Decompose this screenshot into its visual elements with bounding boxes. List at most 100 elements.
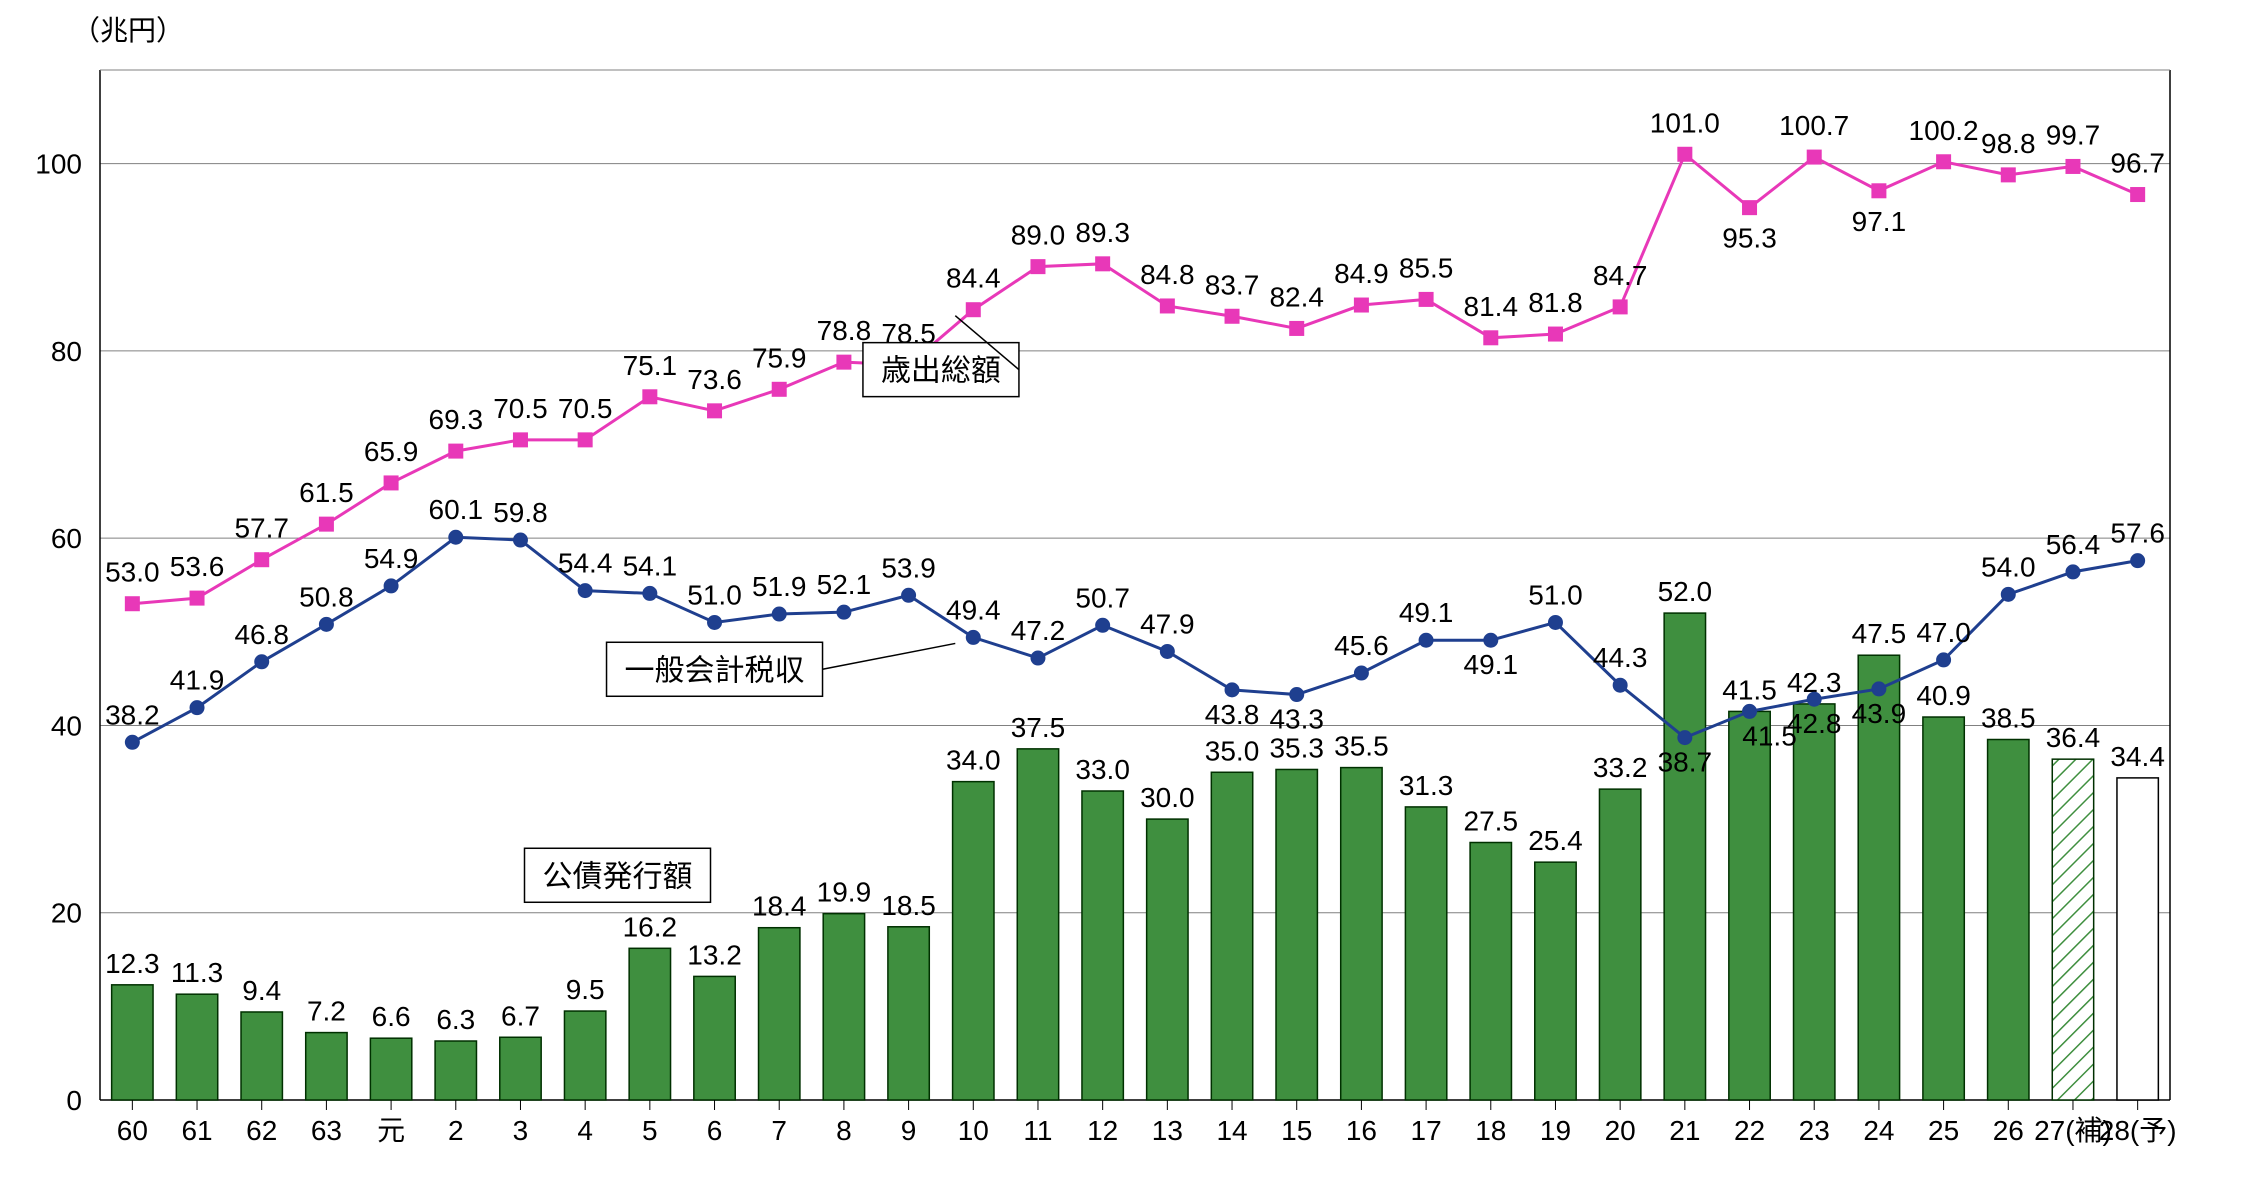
line-value-label: 54.9 (364, 543, 419, 574)
line-value-label: 49.1 (1399, 597, 1454, 628)
line-marker (1419, 633, 1433, 647)
bar (953, 782, 994, 1100)
bar (176, 994, 217, 1100)
line-marker (1678, 731, 1692, 745)
y-tick-label: 60 (51, 523, 82, 554)
line-marker (708, 404, 722, 418)
bar (1794, 704, 1835, 1100)
line-value-label: 65.9 (364, 436, 419, 467)
bar (1082, 791, 1123, 1100)
x-tick-label: 20 (1605, 1115, 1636, 1146)
bar (1211, 772, 1252, 1100)
line-marker (125, 735, 139, 749)
line-value-label: 97.1 (1852, 206, 1907, 237)
line-value-label: 89.0 (1011, 220, 1066, 251)
line-marker (1290, 321, 1304, 335)
line-value-label: 50.8 (299, 581, 354, 612)
bar-value-label: 38.5 (1981, 703, 2036, 734)
bar (1470, 843, 1511, 1101)
x-tick-label: 23 (1799, 1115, 1830, 1146)
line-value-label: 95.3 (1722, 223, 1777, 254)
line-marker (513, 433, 527, 447)
bar (1341, 768, 1382, 1100)
line-marker (1807, 150, 1821, 164)
bar (1988, 740, 2029, 1101)
line-marker (125, 597, 139, 611)
bar-value-label: 16.2 (623, 911, 678, 942)
bar (370, 1038, 411, 1100)
bar (1664, 613, 1705, 1100)
line-value-label: 69.3 (429, 404, 484, 435)
line-marker (1484, 633, 1498, 647)
line-marker (1160, 644, 1174, 658)
line-marker (513, 533, 527, 547)
x-tick-label: 21 (1669, 1115, 1700, 1146)
x-tick-label: 11 (1023, 1115, 1052, 1146)
line-value-label: 53.6 (170, 551, 225, 582)
line-marker (708, 615, 722, 629)
bar (694, 976, 735, 1100)
bar-value-label: 18.4 (752, 891, 807, 922)
line-value-label: 41.9 (170, 665, 225, 696)
line-value-label: 42.8 (1787, 708, 1842, 739)
y-tick-label: 100 (35, 149, 82, 180)
bar (759, 928, 800, 1100)
line-marker (1872, 682, 1886, 696)
line-value-label: 75.1 (623, 350, 678, 381)
bar-value-label: 34.4 (2110, 741, 2165, 772)
line-value-label: 81.4 (1464, 291, 1519, 322)
line-marker (2066, 565, 2080, 579)
bar-value-label: 18.5 (881, 890, 936, 921)
bar (1147, 819, 1188, 1100)
x-tick-label: 28(予) (2099, 1115, 2177, 1146)
line-marker (255, 655, 269, 669)
bar-value-label: 31.3 (1399, 770, 1454, 801)
legend-label: 一般会計税収 (625, 654, 805, 687)
line-value-label: 45.6 (1334, 630, 1389, 661)
line-value-label: 49.4 (946, 594, 1001, 625)
line-marker (1096, 618, 1110, 632)
line-marker (1678, 147, 1692, 161)
line-marker (1354, 666, 1368, 680)
line-marker (772, 382, 786, 396)
line-value-label: 70.5 (493, 393, 548, 424)
line-value-label: 84.7 (1593, 260, 1648, 291)
line-marker (449, 444, 463, 458)
line-marker (1807, 692, 1821, 706)
line-value-label: 43.9 (1852, 698, 1907, 729)
x-tick-label: 10 (958, 1115, 989, 1146)
bar (2117, 778, 2158, 1100)
bar-value-label: 13.2 (687, 939, 742, 970)
bar (629, 948, 670, 1100)
line-value-label: 54.4 (558, 548, 613, 579)
x-tick-label: 60 (117, 1115, 148, 1146)
line-value-label: 47.0 (1916, 617, 1971, 648)
line-marker (1419, 292, 1433, 306)
line-value-label: 51.0 (1528, 579, 1583, 610)
y-tick-label: 80 (51, 336, 82, 367)
line-value-label: 52.1 (817, 569, 872, 600)
x-tick-label: 15 (1281, 1115, 1312, 1146)
bar-value-label: 30.0 (1140, 782, 1195, 813)
line-marker (837, 605, 851, 619)
line-value-label: 56.4 (2046, 529, 2101, 560)
line-value-label: 57.7 (234, 513, 289, 544)
line-value-label: 43.3 (1269, 704, 1324, 735)
bar-value-label: 36.4 (2046, 722, 2101, 753)
line-value-label: 60.1 (429, 494, 484, 525)
line-value-label: 70.5 (558, 393, 613, 424)
bar (1599, 789, 1640, 1100)
line-value-label: 54.0 (1981, 551, 2036, 582)
line-value-label: 99.7 (2046, 119, 2101, 150)
bar (888, 927, 929, 1100)
bar-value-label: 41.5 (1722, 674, 1777, 705)
bar (306, 1033, 347, 1100)
line-value-label: 59.8 (493, 497, 548, 528)
line-marker (1937, 155, 1951, 169)
line-marker (1613, 300, 1627, 314)
bar (564, 1011, 605, 1100)
bar (1276, 769, 1317, 1100)
line-marker (1613, 678, 1627, 692)
bar (241, 1012, 282, 1100)
line-value-label: 47.9 (1140, 608, 1195, 639)
